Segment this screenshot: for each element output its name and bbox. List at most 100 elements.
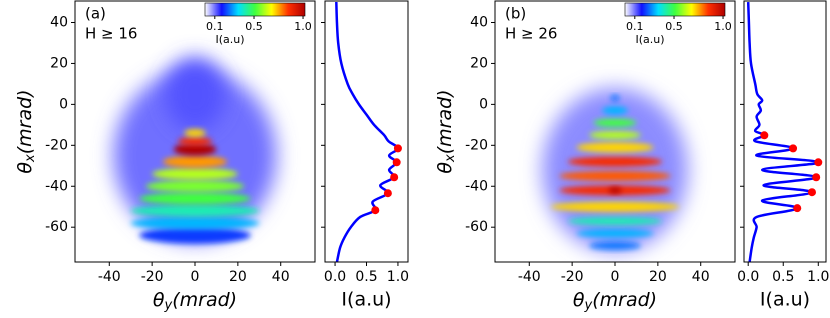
fringe <box>576 229 654 238</box>
x-tick-label: -40 <box>98 269 121 285</box>
axis-label: θy(mrad) <box>573 289 657 313</box>
peak-dot <box>371 206 380 215</box>
axis-label: θy(mrad) <box>153 289 237 313</box>
fringe <box>145 180 245 193</box>
colorbar-tick-label: 0.1 <box>206 20 224 33</box>
profile-line <box>335 1 400 262</box>
axis-subscript: x <box>23 154 38 163</box>
annotation: H ≥ 16 <box>85 25 137 43</box>
fringe <box>602 106 628 115</box>
axes-frame <box>743 0 827 263</box>
peak-dot <box>393 144 402 153</box>
y-tick-label: 40 <box>50 14 68 30</box>
fringe <box>173 143 217 156</box>
peak-dot <box>789 144 798 153</box>
peak-dot <box>814 158 823 167</box>
colorbar-tick-label: 0.1 <box>626 20 644 33</box>
axis-unit: (mrad) <box>172 289 237 311</box>
y-tick-label: -20 <box>45 137 68 153</box>
fringe <box>559 170 671 182</box>
axis-label: I(a.u) <box>341 289 391 311</box>
y-tick-label: -40 <box>465 178 488 194</box>
fringe <box>139 192 251 205</box>
x-tick-label: -20 <box>141 269 164 285</box>
x-tick-label: 20 <box>649 269 667 285</box>
colorbar-tick-label: 0.5 <box>665 20 683 33</box>
x-tick-label: 0.5 <box>772 269 794 285</box>
axis-subscript: y <box>584 298 593 313</box>
axis-symbol: θ <box>434 162 456 174</box>
peak-dot <box>807 188 816 197</box>
y-tick-label: 20 <box>50 55 68 71</box>
peak-dot <box>383 189 392 198</box>
x-tick-label: 0.0 <box>324 269 346 285</box>
annotation: H ≥ 26 <box>505 25 557 43</box>
fringe <box>593 118 637 127</box>
axis-label: θx(mrad) <box>434 89 458 173</box>
axis-symbol: θ <box>573 289 585 311</box>
axis-unit: (mrad) <box>14 89 36 154</box>
axis-unit: (mrad) <box>592 289 657 311</box>
panel-label: (b) <box>505 5 526 23</box>
profile-line <box>746 1 820 262</box>
fringe <box>550 201 680 212</box>
x-tick-label: 40 <box>272 269 290 285</box>
x-tick-label: 20 <box>229 269 247 285</box>
colorbar-tick-label: 0.5 <box>245 20 263 33</box>
x-tick-label: 40 <box>692 269 710 285</box>
axis-subscript: y <box>164 298 173 313</box>
peak-dot <box>760 131 769 140</box>
colorbar-tick-label: 1.0 <box>714 20 732 33</box>
heatmap <box>542 88 688 252</box>
axis-label: I(a.u) <box>760 289 810 311</box>
fringe <box>576 142 654 153</box>
fringe <box>589 241 641 250</box>
axis-label: θx(mrad) <box>14 89 38 173</box>
y-tick-label: 20 <box>470 55 488 71</box>
peak-dot <box>392 158 401 167</box>
colorbar-tick-label: 1.0 <box>294 20 312 33</box>
fringe <box>152 167 238 181</box>
colorbar <box>204 2 306 17</box>
fringe <box>177 137 213 146</box>
fringe <box>610 95 620 102</box>
axis-symbol: θ <box>14 162 36 174</box>
peak-dot <box>793 204 802 213</box>
colorbar <box>624 2 726 17</box>
panel-label: (a) <box>85 5 106 23</box>
fringe <box>165 57 225 131</box>
y-tick-label: -60 <box>45 219 68 235</box>
axis-symbol: θ <box>153 289 165 311</box>
y-tick-label: 0 <box>479 96 488 112</box>
x-tick-label: -40 <box>518 269 541 285</box>
fringe <box>162 155 228 168</box>
fringe <box>589 130 641 140</box>
x-tick-label: 0 <box>611 269 620 285</box>
y-tick-label: -40 <box>45 178 68 194</box>
peak-dot <box>812 173 821 182</box>
fringe <box>184 128 206 138</box>
y-tick-label: -60 <box>465 219 488 235</box>
fringe <box>139 227 251 244</box>
fringe <box>608 187 622 194</box>
x-tick-label: 1.0 <box>807 269 829 285</box>
colorbar-label: I(a.u) <box>215 33 244 46</box>
y-tick-label: 40 <box>470 14 488 30</box>
fringe <box>567 156 663 167</box>
colorbar-label: I(a.u) <box>635 33 664 46</box>
fringe <box>567 216 663 226</box>
x-tick-label: 1.0 <box>387 269 409 285</box>
x-tick-label: -20 <box>561 269 584 285</box>
y-tick-label: 0 <box>59 96 68 112</box>
heatmap <box>113 57 277 244</box>
y-tick-label: -20 <box>465 137 488 153</box>
peak-dot <box>390 173 399 182</box>
axis-subscript: x <box>443 154 458 163</box>
fringe <box>130 216 260 230</box>
fringe <box>130 204 260 217</box>
x-tick-label: 0.5 <box>355 269 377 285</box>
x-tick-label: 0.0 <box>737 269 759 285</box>
x-tick-label: 0 <box>191 269 200 285</box>
axis-unit: (mrad) <box>434 89 456 154</box>
